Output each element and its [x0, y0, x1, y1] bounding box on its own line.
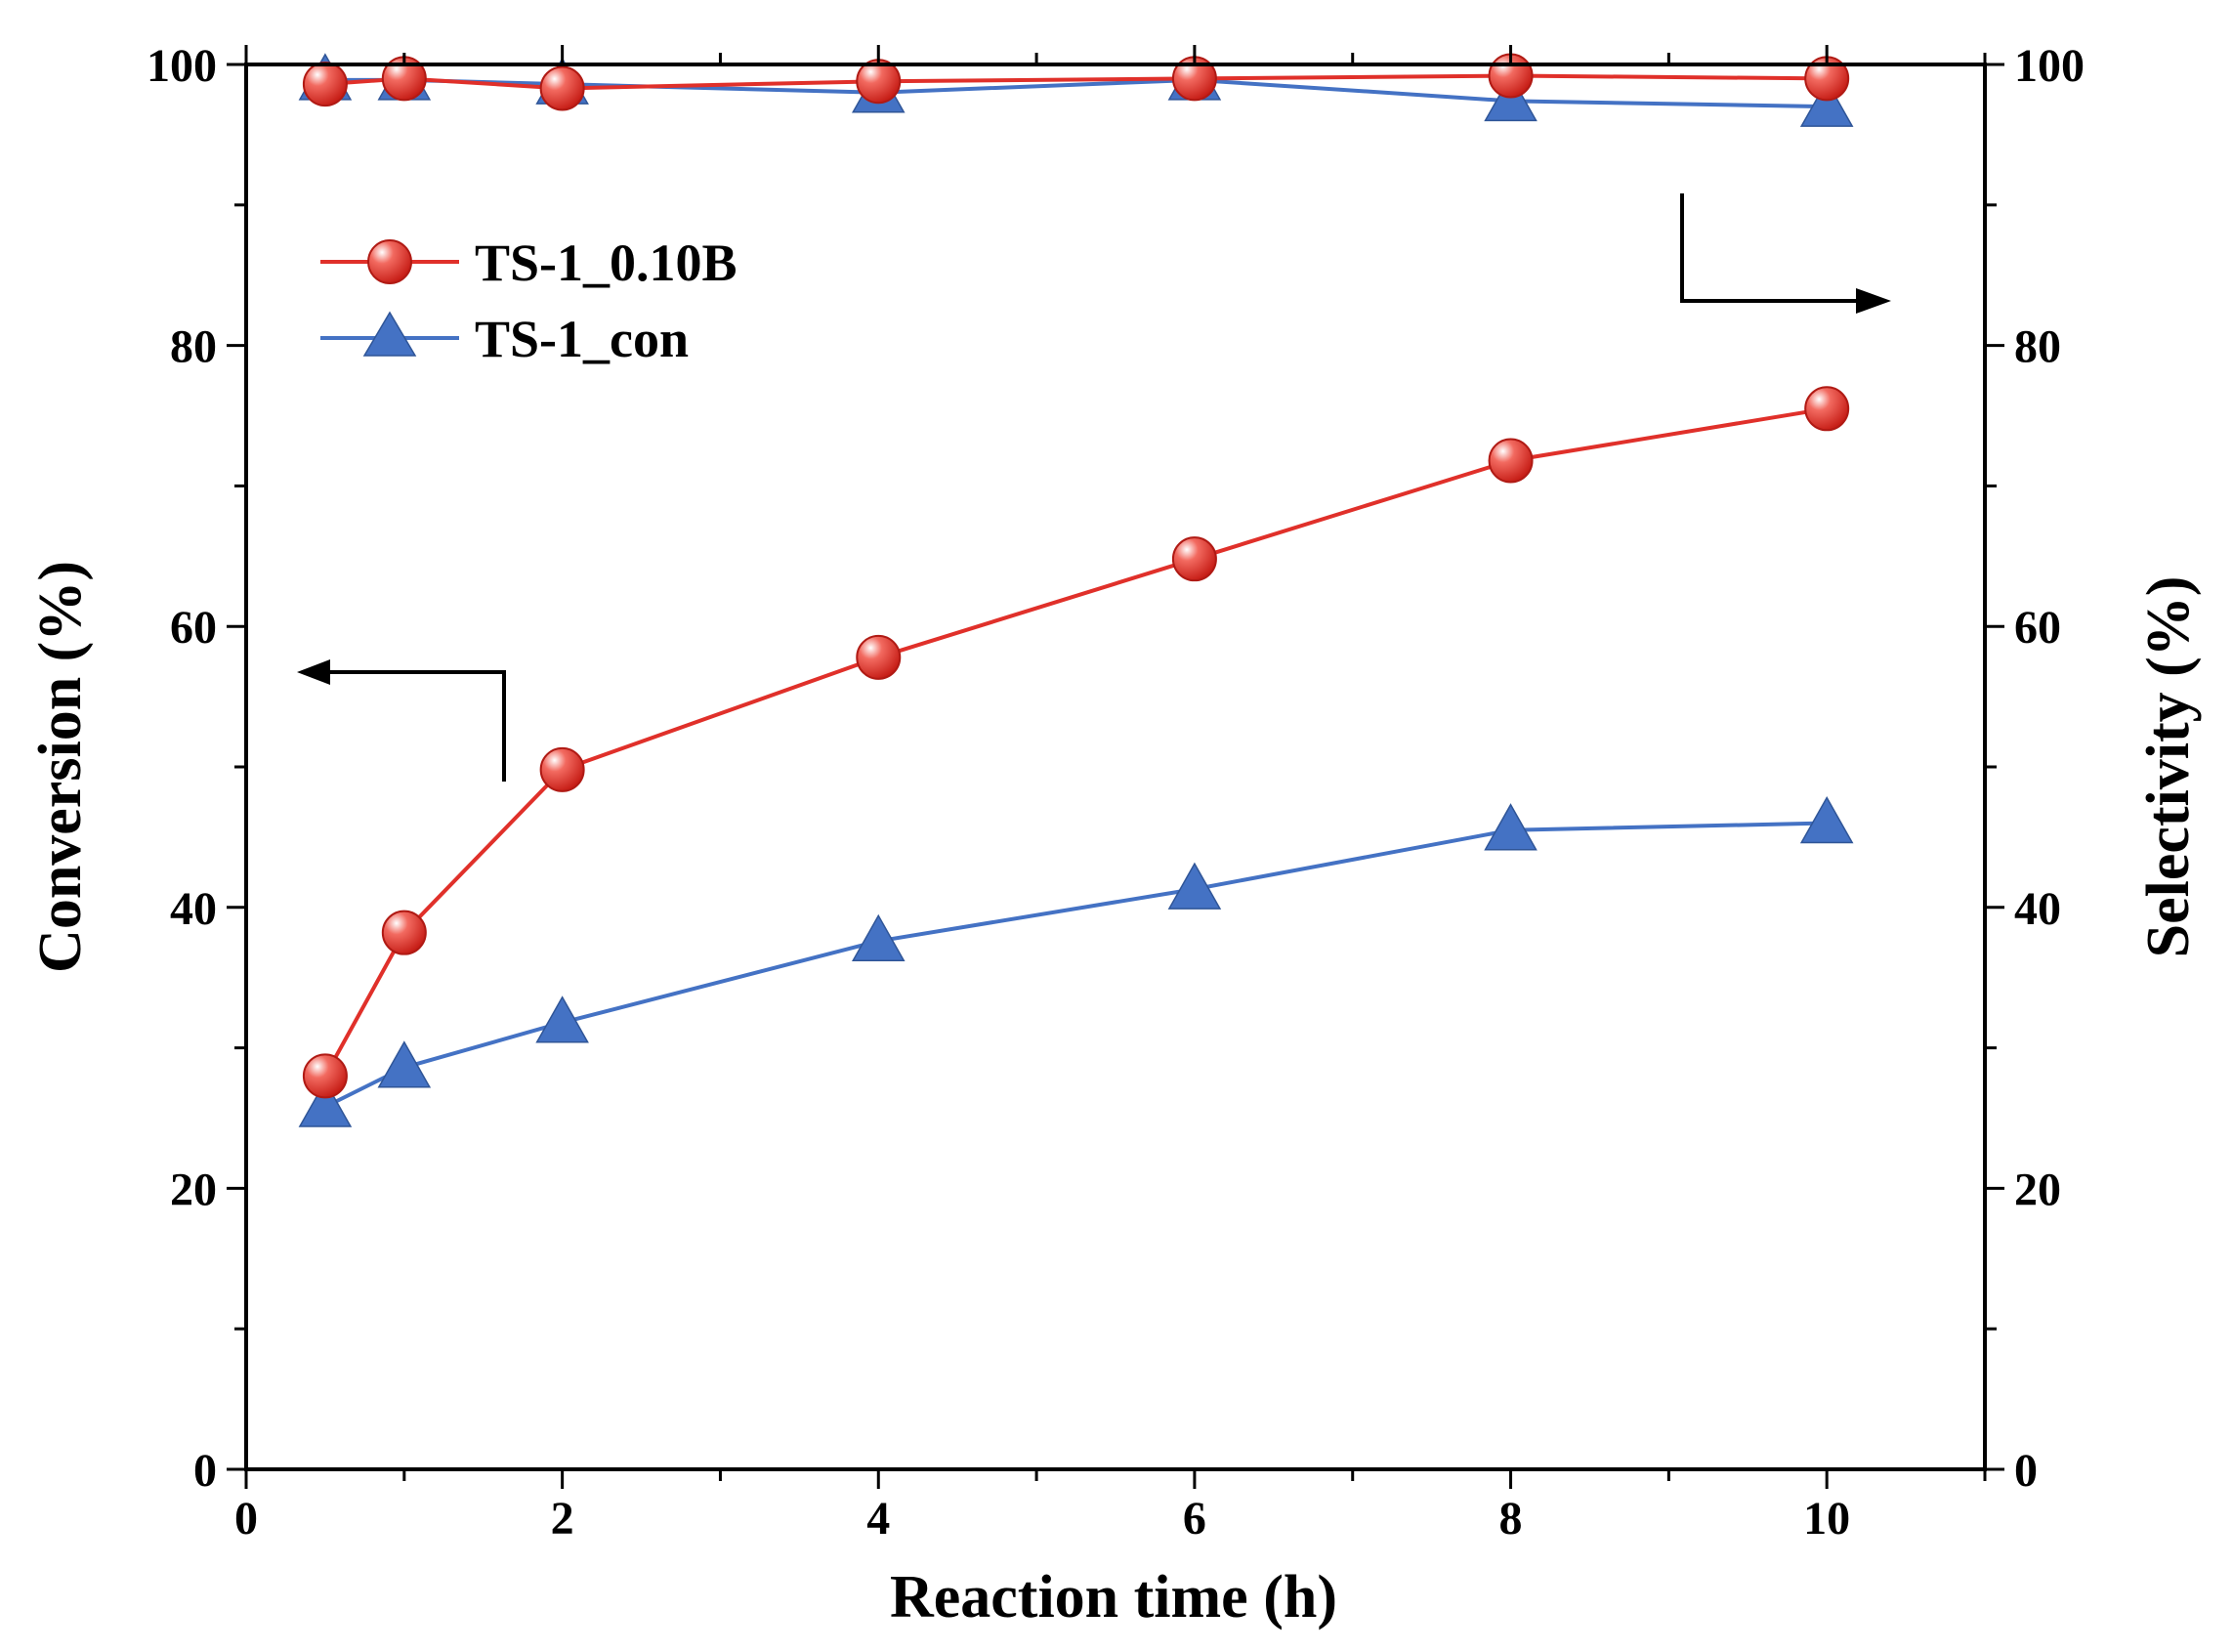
selectivity-axis-arrow [1680, 193, 1891, 314]
legend-label-ts1-010b: TS-1_0.10B [475, 233, 737, 292]
legend-marker-ts1-010b [367, 239, 412, 284]
point-ts-1-0-10b-conversion [1804, 386, 1850, 432]
y-left-tick-label: 0 [193, 1445, 217, 1497]
y-right-tick-label: 60 [2014, 602, 2061, 654]
point-ts-1-con-conversion [377, 1040, 432, 1088]
y-right-tick-label: 40 [2014, 883, 2061, 935]
series-line-ts-1-con-conversion [324, 821, 1828, 1109]
x-tick-label: 4 [866, 1493, 890, 1545]
point-ts-1-0-10b-conversion [856, 634, 902, 680]
series-layer [298, 53, 1854, 1127]
x-tick-label: 6 [1183, 1493, 1206, 1545]
point-ts-1-0-10b-conversion [381, 910, 427, 955]
conversion-axis-arrow [297, 659, 506, 782]
x-tick-label: 8 [1499, 1493, 1523, 1545]
point-ts-1-0-10b-selectivity [302, 62, 348, 107]
point-ts-1-0-10b-conversion [1488, 438, 1534, 484]
point-ts-1-con-conversion [535, 995, 589, 1043]
axes-layer [227, 45, 2004, 1489]
point-ts-1-0-10b-conversion [1171, 536, 1217, 582]
x-tick-label: 2 [551, 1493, 574, 1545]
x-axis-title: Reaction time (h) [890, 1564, 1337, 1631]
point-ts-1-con-conversion [1799, 795, 1854, 844]
point-ts-1-con-conversion [851, 913, 906, 962]
x-tick-label: 0 [234, 1493, 258, 1545]
y-axis-right-title: Selectivity (%) [2135, 576, 2202, 958]
legend-marker-ts1-con [362, 311, 417, 357]
y-right-tick-label: 80 [2014, 321, 2061, 373]
y-left-tick-label: 40 [170, 883, 217, 935]
point-ts-1-con-conversion [1484, 803, 1538, 851]
y-left-tick-label: 20 [170, 1164, 217, 1215]
y-right-tick-label: 100 [2014, 40, 2085, 92]
point-ts-1-con-conversion [298, 1080, 353, 1127]
y-left-tick-label: 100 [147, 40, 217, 92]
x-tick-label: 10 [1803, 1493, 1850, 1545]
point-ts-1-con-conversion [1167, 862, 1222, 910]
legend: TS-1_0.10B TS-1_con [320, 233, 737, 368]
y-left-tick-label: 60 [170, 602, 217, 654]
y-axis-left-title: Conversion (%) [27, 561, 94, 973]
y-right-tick-label: 0 [2014, 1445, 2038, 1497]
series-line-ts-1-0-10b-conversion [323, 406, 1828, 1078]
legend-label-ts1-con: TS-1_con [475, 310, 689, 368]
point-ts-1-0-10b-conversion [302, 1053, 348, 1099]
y-left-tick-label: 80 [170, 321, 217, 373]
point-ts-1-0-10b-selectivity [539, 65, 585, 111]
point-ts-1-0-10b-conversion [539, 746, 585, 792]
y-right-tick-label: 20 [2014, 1164, 2061, 1215]
point-ts-1-con-selectivity [1799, 79, 1854, 127]
